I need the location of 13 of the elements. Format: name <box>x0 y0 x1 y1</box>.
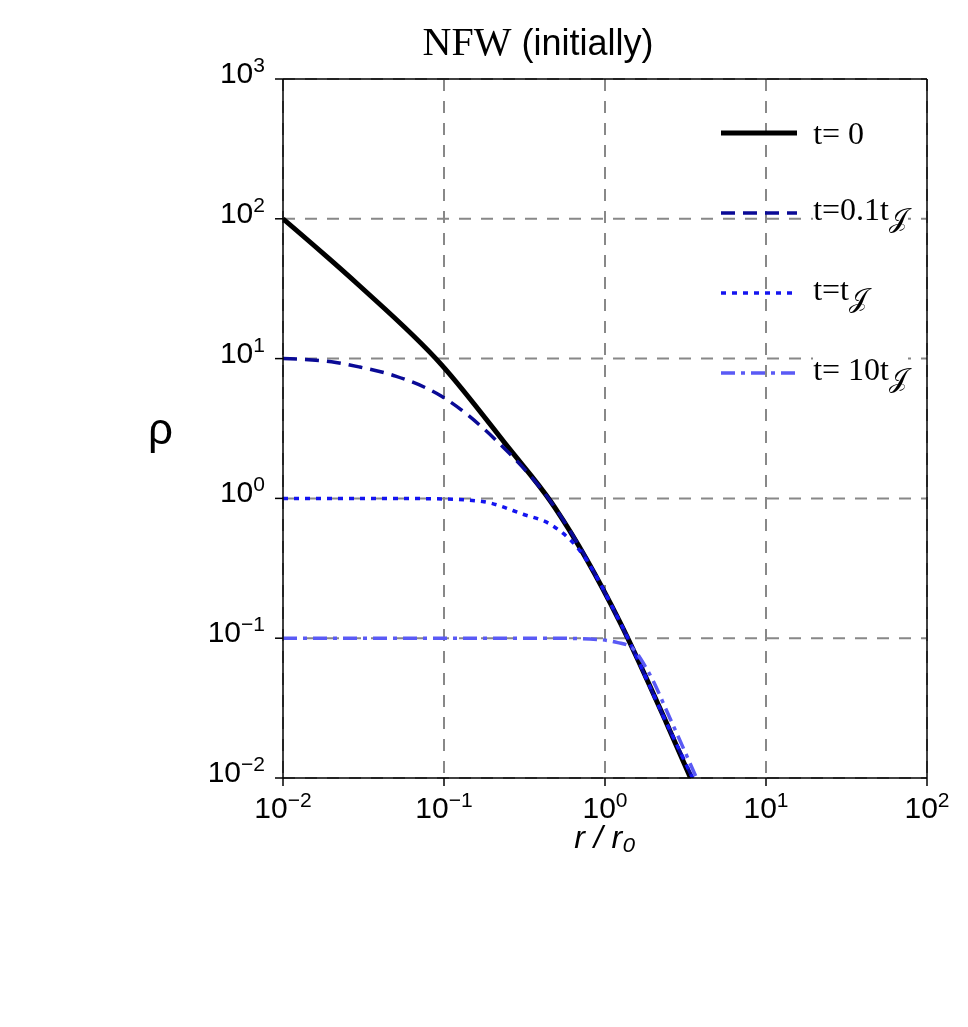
legend-label: t= 0 <box>813 114 865 152</box>
y-tick-label: 10$^{−2}$ <box>207 751 265 788</box>
y-tick-label: 10$^{−1}$ <box>207 611 265 649</box>
y-tick-label: 10$^{1}$ <box>219 332 265 369</box>
x-tick-label: 10$^{−2}$ <box>254 787 312 824</box>
y-tick-label: 10$^{0}$ <box>219 471 265 509</box>
x-tick-label: 10$^{−1}$ <box>415 787 473 824</box>
y-axis-title: ρ <box>148 404 174 454</box>
chart-title: NFW (initially) <box>422 19 654 64</box>
x-tick-label: 10$^{2}$ <box>904 787 950 824</box>
x-tick-label: 10$^{1}$ <box>743 787 789 824</box>
y-tick-label: 10$^{3}$ <box>219 52 265 89</box>
y-tick-label: 10$^{2}$ <box>219 192 265 229</box>
